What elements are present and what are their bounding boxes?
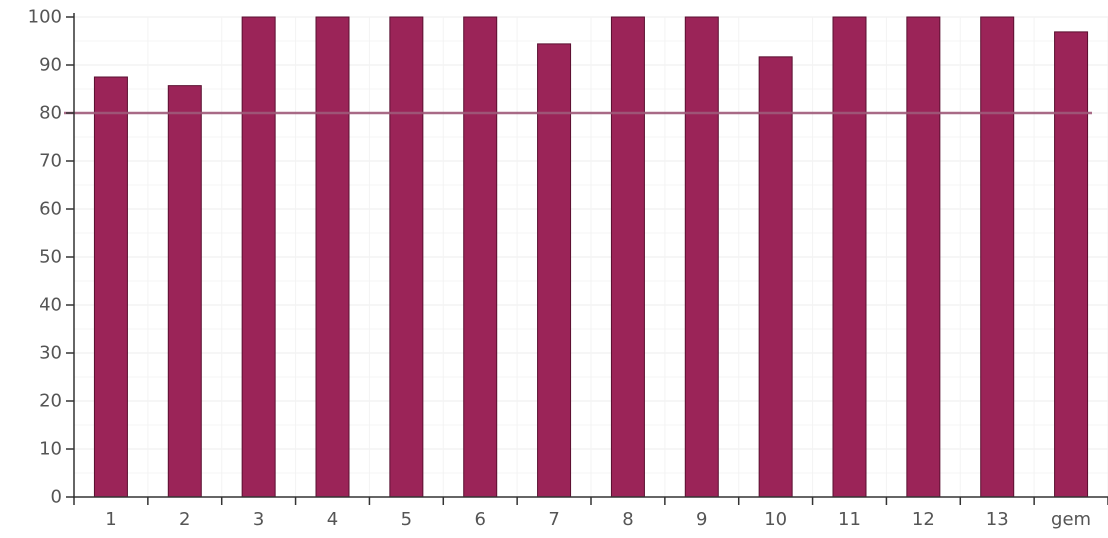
x-tick-label: 10: [764, 509, 787, 530]
y-tick-label: 0: [51, 487, 62, 508]
y-tick-label: 90: [39, 55, 62, 76]
bar: [906, 16, 941, 498]
x-tick-label: 2: [179, 509, 190, 530]
x-tick-label: 1: [105, 509, 116, 530]
x-tick-label: 11: [838, 509, 861, 530]
x-tick-label: 4: [327, 509, 338, 530]
bars: [93, 16, 1089, 498]
x-tick-label: 9: [696, 509, 707, 530]
y-tick-label: 50: [39, 247, 62, 268]
x-tick-label: 7: [548, 509, 559, 530]
grid-lines: [74, 16, 1108, 497]
y-tick-label: 30: [39, 343, 62, 364]
bar: [1054, 31, 1089, 498]
bar: [463, 16, 498, 498]
bar: [684, 16, 719, 498]
y-tick-label: 20: [39, 391, 62, 412]
x-tick-label: gem: [1051, 509, 1091, 530]
y-tick-label: 40: [39, 295, 62, 316]
bar: [980, 16, 1015, 498]
bar: [832, 16, 867, 498]
x-tick-label: 12: [912, 509, 935, 530]
bar: [93, 76, 128, 498]
y-tick-label: 60: [39, 199, 62, 220]
bar: [315, 16, 350, 498]
y-tick-label: 80: [39, 103, 62, 124]
y-tick-label: 70: [39, 151, 62, 172]
x-axis-ticks: 1 2 3 4 5 6 7 8 9 10 11 12 13 gem: [73, 497, 1108, 530]
bar: [167, 85, 202, 498]
bar: [610, 16, 645, 498]
bar: [758, 56, 793, 498]
y-axis-ticks: 0 10 20 30 40 50 60 70 80 90 100: [28, 7, 74, 508]
x-tick-label: 8: [622, 509, 633, 530]
bar: [537, 43, 572, 498]
y-tick-label: 10: [39, 439, 62, 460]
x-tick-label: 5: [401, 509, 412, 530]
x-tick-label: 3: [253, 509, 264, 530]
x-tick-label: 13: [986, 509, 1009, 530]
y-tick-label: 100: [28, 7, 62, 28]
x-tick-label: 6: [474, 509, 485, 530]
bar: [389, 16, 424, 498]
bar: [241, 16, 276, 498]
